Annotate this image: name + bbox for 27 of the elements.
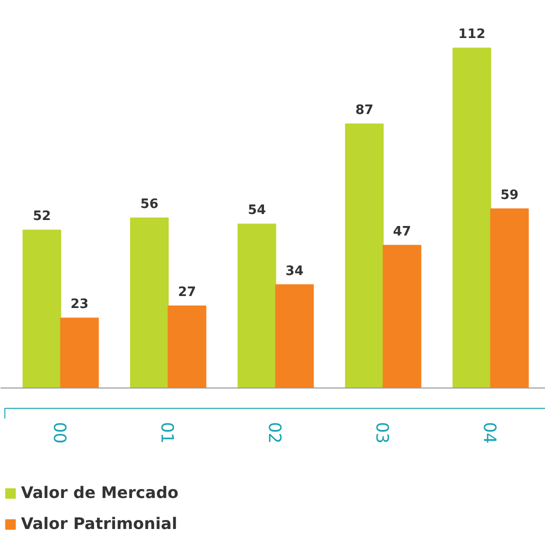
bar (130, 218, 169, 388)
data-label: 54 (248, 203, 266, 218)
x-tick-label: 03 (372, 422, 392, 444)
data-label: 52 (32, 209, 51, 224)
data-label: 27 (178, 285, 196, 300)
bar (345, 123, 384, 388)
x-tick-label: 02 (264, 422, 284, 444)
bar (22, 230, 62, 388)
bar (490, 208, 529, 388)
legend-label: Valor de Mercado (21, 483, 179, 502)
x-tick-label: 01 (156, 422, 177, 444)
x-tick-label: 00 (49, 422, 70, 444)
data-label: 56 (140, 197, 158, 212)
data-label: 87 (355, 102, 374, 118)
bar (275, 284, 314, 388)
data-label: 47 (392, 224, 412, 240)
x-tick-label: 04 (479, 422, 500, 444)
bar (452, 48, 492, 388)
bar (238, 224, 276, 388)
legend-label: Valor Patrimonial (21, 514, 178, 533)
data-label: 112 (458, 27, 486, 42)
bar (60, 318, 99, 388)
data-label: 23 (70, 297, 89, 312)
bar (382, 244, 422, 388)
data-label: 34 (285, 264, 304, 279)
data-label: 59 (500, 188, 519, 203)
bar (168, 306, 206, 388)
